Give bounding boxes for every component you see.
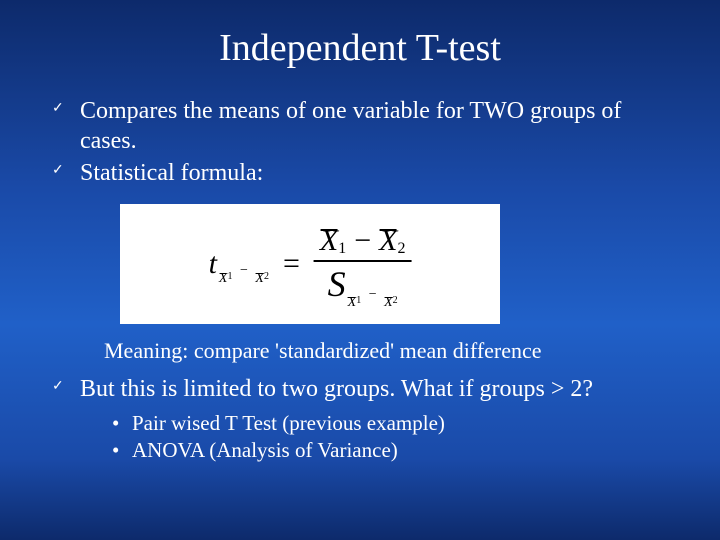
lhs-var: t <box>209 247 217 281</box>
den-subscript: X1 − X2 <box>348 288 398 309</box>
sub-bullet-list: Pair wised T Test (previous example) ANO… <box>112 410 680 465</box>
lhs-subscript: X1 − X2 <box>219 263 269 285</box>
bullet-list-2: But this is limited to two groups. What … <box>52 374 680 404</box>
bullet-text: Compares the means of one variable for T… <box>80 98 621 154</box>
slide-title: Independent T-test <box>40 26 680 70</box>
slide: Independent T-test Compares the means of… <box>0 0 720 540</box>
formula-image: t X1 − X2 = X1 − X2 S X1 <box>120 204 500 324</box>
meaning-text: Meaning: compare 'standardized' mean dif… <box>104 338 680 364</box>
bullet-text: Statistical formula: <box>80 160 263 186</box>
sub-bullet-item: ANOVA (Analysis of Variance) <box>112 437 680 464</box>
fraction: X1 − X2 S X1 − X2 <box>314 224 412 304</box>
denominator: S X1 − X2 <box>322 264 404 304</box>
sub-bullet-text: Pair wised T Test (previous example) <box>132 411 445 435</box>
den-var: S <box>328 266 346 302</box>
equals-sign: = <box>283 247 300 281</box>
xbar-icon: X <box>320 229 338 253</box>
bullet-item: But this is limited to two groups. What … <box>52 374 680 404</box>
xbar-icon: X <box>379 229 397 253</box>
xbar-icon: X <box>384 297 393 309</box>
bullet-list-1: Compares the means of one variable for T… <box>52 96 680 188</box>
sub-bullet-item: Pair wised T Test (previous example) <box>112 410 680 437</box>
formula-lhs: t X1 − X2 <box>209 247 269 281</box>
sub-bullet-text: ANOVA (Analysis of Variance) <box>132 438 398 462</box>
formula: t X1 − X2 = X1 − X2 S X1 <box>209 224 412 304</box>
fraction-bar <box>314 260 412 262</box>
xbar-icon: X <box>348 297 357 309</box>
bullet-text: But this is limited to two groups. What … <box>80 376 593 402</box>
numerator: X1 − X2 <box>314 224 412 258</box>
xbar-icon: X <box>219 273 228 285</box>
bullet-item: Statistical formula: <box>52 158 680 188</box>
bullet-item: Compares the means of one variable for T… <box>52 96 680 156</box>
